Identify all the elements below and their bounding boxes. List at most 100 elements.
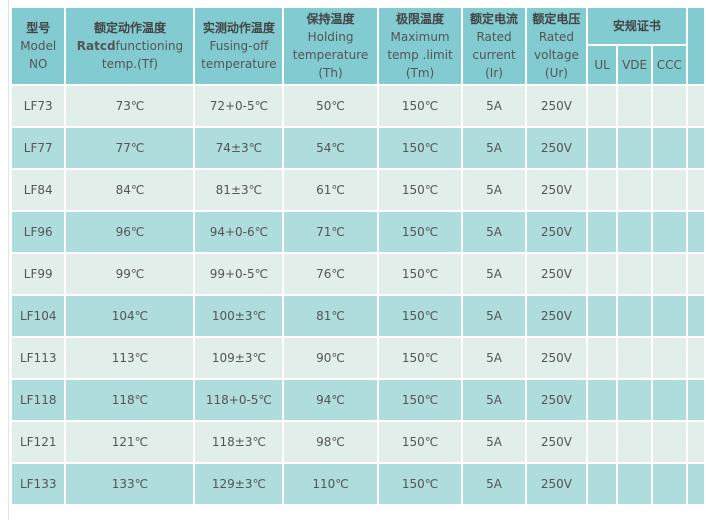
cell-cert-ul — [586, 84, 619, 128]
cell-holding-temp: 61℃ — [282, 168, 379, 212]
header-max-temp: 极限温度 Maximum temp .limit (Tm) — [376, 6, 464, 86]
cell-cert-ccc — [651, 420, 688, 464]
cell-rated-current: 5A — [461, 252, 527, 296]
cell-fusing-temp: 81±3℃ — [193, 168, 285, 212]
cell-rated-current: 5A — [461, 168, 527, 212]
table-row: LF104 104℃ 100±3℃ 81℃ 150℃ 5A 250V — [9, 294, 706, 338]
cell-rated-temp: 84℃ — [64, 168, 196, 212]
cell-model: LF104 — [9, 294, 67, 338]
cell-fusing-temp: 109±3℃ — [193, 336, 285, 380]
cell-fusing-temp: 118±3℃ — [193, 420, 285, 464]
cell-extra — [685, 252, 706, 296]
cell-rated-temp: 104℃ — [64, 294, 196, 338]
cell-rated-current: 5A — [461, 336, 527, 380]
cell-rated-current: 5A — [461, 210, 527, 254]
cell-model: LF77 — [9, 126, 67, 170]
cell-holding-temp: 98℃ — [282, 420, 379, 464]
header-cert-ul: UL — [586, 44, 619, 86]
cell-fusing-temp: 72+0-5℃ — [193, 84, 285, 128]
cell-cert-ul — [586, 378, 619, 422]
table-row: LF118 118℃ 118+0-5℃ 94℃ 150℃ 5A 250V — [9, 378, 706, 422]
cell-cert-ccc — [651, 210, 688, 254]
table-row: LF84 84℃ 81±3℃ 61℃ 150℃ 5A 250V — [9, 168, 706, 212]
cell-model: LF118 — [9, 378, 67, 422]
cell-cert-ccc — [651, 378, 688, 422]
cell-rated-current: 5A — [461, 378, 527, 422]
cell-max-temp: 150℃ — [376, 252, 464, 296]
cell-cert-ccc — [651, 168, 688, 212]
cell-model: LF73 — [9, 84, 67, 128]
cell-rated-voltage: 250V — [524, 462, 589, 506]
cell-cert-ul — [586, 294, 619, 338]
cell-model: LF133 — [9, 462, 67, 506]
cell-rated-current: 5A — [461, 462, 527, 506]
cell-holding-temp: 54℃ — [282, 126, 379, 170]
cell-extra — [685, 378, 706, 422]
cell-fusing-temp: 99+0-5℃ — [193, 252, 285, 296]
cell-rated-temp: 99℃ — [64, 252, 196, 296]
cell-cert-ccc — [651, 294, 688, 338]
cell-rated-current: 5A — [461, 84, 527, 128]
cell-cert-vde — [616, 252, 654, 296]
cell-model: LF96 — [9, 210, 67, 254]
cell-rated-temp: 118℃ — [64, 378, 196, 422]
header-cert: 安规证书 — [586, 6, 688, 46]
cell-cert-ccc — [651, 336, 688, 380]
cell-cert-ul — [586, 252, 619, 296]
cell-cert-vde — [616, 378, 654, 422]
cell-rated-voltage: 250V — [524, 168, 589, 212]
cell-cert-vde — [616, 336, 654, 380]
cell-max-temp: 150℃ — [376, 336, 464, 380]
cell-rated-voltage: 250V — [524, 126, 589, 170]
cell-extra — [685, 210, 706, 254]
cell-holding-temp: 90℃ — [282, 336, 379, 380]
cell-cert-ccc — [651, 462, 688, 506]
cell-extra — [685, 462, 706, 506]
cell-max-temp: 150℃ — [376, 210, 464, 254]
cell-cert-ul — [586, 210, 619, 254]
cell-rated-temp: 96℃ — [64, 210, 196, 254]
cell-fusing-temp: 100±3℃ — [193, 294, 285, 338]
cell-cert-ul — [586, 462, 619, 506]
header-fusing-temp: 实测动作温度 Fusing-off temperature — [193, 6, 285, 86]
cell-max-temp: 150℃ — [376, 126, 464, 170]
cell-max-temp: 150℃ — [376, 294, 464, 338]
cell-rated-current: 5A — [461, 294, 527, 338]
cell-max-temp: 150℃ — [376, 168, 464, 212]
table-row: LF121 121℃ 118±3℃ 98℃ 150℃ 5A 250V — [9, 420, 706, 464]
cell-rated-current: 5A — [461, 420, 527, 464]
cell-fusing-temp: 118+0-5℃ — [193, 378, 285, 422]
cell-fusing-temp: 129±3℃ — [193, 462, 285, 506]
cell-extra — [685, 84, 706, 128]
cell-model: LF121 — [9, 420, 67, 464]
table-row: LF77 77℃ 74±3℃ 54℃ 150℃ 5A 250V — [9, 126, 706, 170]
header-holding-temp: 保持温度 Holding temperature (Th) — [282, 6, 379, 86]
cell-rated-temp: 77℃ — [64, 126, 196, 170]
cell-rated-voltage: 250V — [524, 84, 589, 128]
table-row: LF96 96℃ 94+0-6℃ 71℃ 150℃ 5A 250V — [9, 210, 706, 254]
cell-holding-temp: 50℃ — [282, 84, 379, 128]
cell-fusing-temp: 94+0-6℃ — [193, 210, 285, 254]
cell-model: LF84 — [9, 168, 67, 212]
cell-extra — [685, 420, 706, 464]
header-cert-vde: VDE — [616, 44, 654, 86]
header-model: 型号 Model NO — [9, 6, 67, 86]
cell-rated-voltage: 250V — [524, 252, 589, 296]
cell-holding-temp: 94℃ — [282, 378, 379, 422]
cell-cert-vde — [616, 84, 654, 128]
fuse-spec-table: 型号 Model NO 额定动作温度 Ratcdfunctioning temp.(Tf… — [9, 6, 706, 506]
cell-fusing-temp: 74±3℃ — [193, 126, 285, 170]
page-edge-divider — [8, 0, 9, 520]
cell-cert-vde — [616, 210, 654, 254]
cell-holding-temp: 71℃ — [282, 210, 379, 254]
cell-extra — [685, 168, 706, 212]
cell-cert-vde — [616, 462, 654, 506]
cell-max-temp: 150℃ — [376, 462, 464, 506]
cell-cert-ul — [586, 420, 619, 464]
cell-cert-ul — [586, 126, 619, 170]
cell-cert-ul — [586, 168, 619, 212]
table-row: LF73 73℃ 72+0-5℃ 50℃ 150℃ 5A 250V — [9, 84, 706, 128]
cell-max-temp: 150℃ — [376, 378, 464, 422]
cell-rated-temp: 121℃ — [64, 420, 196, 464]
cell-rated-temp: 73℃ — [64, 84, 196, 128]
